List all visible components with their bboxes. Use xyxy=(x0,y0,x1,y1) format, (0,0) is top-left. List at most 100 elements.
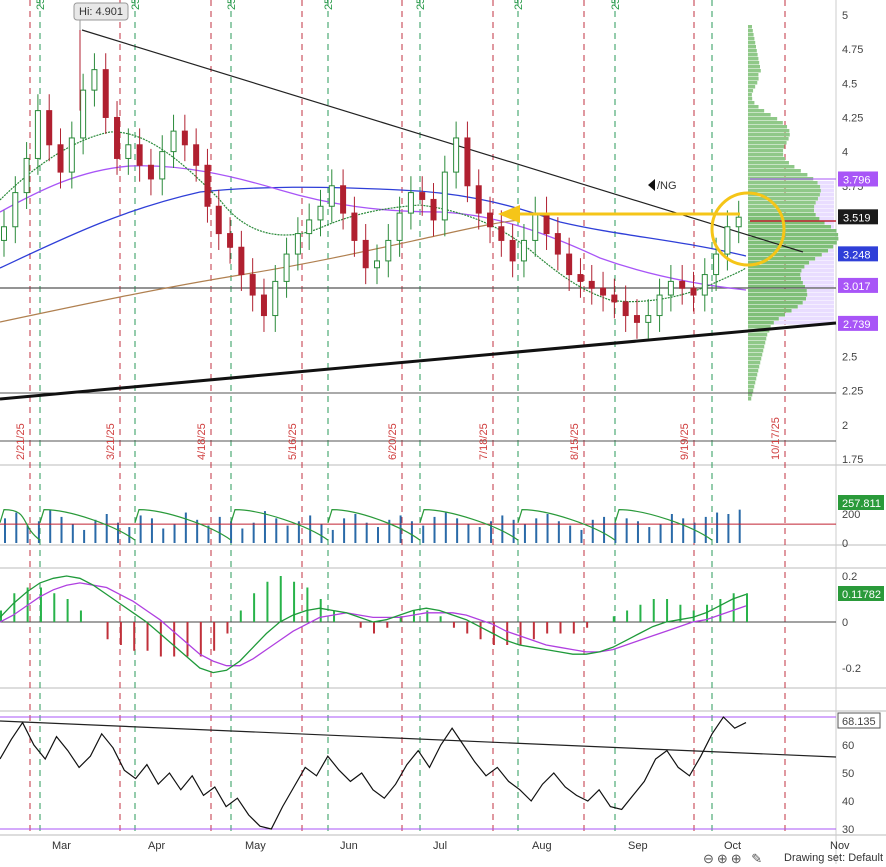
candle-body xyxy=(679,280,686,289)
volume-bar xyxy=(704,516,707,543)
price-tick: 2 xyxy=(842,420,848,432)
red-date-label: 5/16/25 xyxy=(287,423,299,460)
profile-bar xyxy=(748,353,763,357)
candle-body xyxy=(419,192,426,200)
profile-bar xyxy=(748,277,802,281)
macd-hist-bar xyxy=(386,622,389,628)
zoom-controls-icon[interactable]: ⊖⊕⊕ ✎ xyxy=(703,851,766,866)
profile-bar xyxy=(748,73,759,77)
candle-body xyxy=(407,192,414,214)
red-date-label: 4/18/25 xyxy=(196,423,208,460)
value-area-fill xyxy=(819,193,834,197)
month-label: Mar xyxy=(52,840,71,852)
candle-body xyxy=(701,274,708,296)
profile-bar xyxy=(748,273,801,277)
profile-bar xyxy=(748,285,806,289)
candle-body xyxy=(475,185,482,214)
macd-hist-bar xyxy=(279,576,282,622)
rsi-badge: 68.135 xyxy=(842,716,876,728)
profile-bar xyxy=(748,29,753,33)
volume-bar xyxy=(738,509,741,543)
profile-bar xyxy=(748,341,766,345)
macd-hist-bar xyxy=(53,593,56,622)
volume-bar xyxy=(603,516,606,543)
candle-body xyxy=(633,315,640,323)
profile-bar xyxy=(748,81,758,85)
price-badge-bg xyxy=(838,171,878,187)
profile-bar xyxy=(748,289,807,293)
macd-tick: 0.2 xyxy=(842,571,857,583)
red-date-label: 10/17/25 xyxy=(770,417,782,460)
candle-body xyxy=(667,280,674,296)
value-area-fill xyxy=(815,201,834,205)
macd-hist-bar xyxy=(106,622,109,640)
value-area-fill xyxy=(821,253,834,257)
symbol-label: /NG xyxy=(648,179,677,192)
profile-bar xyxy=(748,313,786,317)
macd-hist-bar xyxy=(293,581,296,622)
volume-bar xyxy=(71,524,74,543)
volume-bar xyxy=(196,519,199,543)
candle-body xyxy=(656,294,663,317)
drawing-set-label[interactable]: Drawing set: Default xyxy=(784,852,884,864)
volume-bar xyxy=(343,518,346,543)
macd-hist-bar xyxy=(253,593,256,622)
month-label: Jul xyxy=(433,840,447,852)
profile-bar xyxy=(748,229,837,233)
candle-body xyxy=(509,239,516,262)
month-label: May xyxy=(245,840,266,852)
profile-bar xyxy=(748,389,754,393)
profile-bar xyxy=(748,129,790,133)
volume-bar xyxy=(625,518,628,543)
volume-bar xyxy=(4,518,6,543)
green-date-label: 25 xyxy=(130,0,142,10)
candle-body xyxy=(181,130,188,146)
profile-bar xyxy=(748,257,816,261)
macd-hist-bar xyxy=(439,616,442,622)
red-date-label: 7/18/25 xyxy=(478,423,490,460)
profile-bar xyxy=(748,265,805,269)
candle-body xyxy=(249,274,256,296)
candle-body xyxy=(227,233,234,248)
volume-bar xyxy=(184,512,187,543)
price-badge: 3.796 xyxy=(843,174,871,186)
profile-bar xyxy=(748,141,787,145)
profile-bar xyxy=(748,133,790,137)
macd-hist-bar xyxy=(426,610,429,622)
volume-bar xyxy=(354,514,357,543)
candle-body xyxy=(204,164,211,207)
macd-hist-bar xyxy=(452,622,455,628)
macd-hist-bar xyxy=(479,622,482,640)
price-tick: 4.25 xyxy=(842,112,863,124)
profile-bar xyxy=(748,57,759,61)
macd-hist-bar xyxy=(333,610,336,622)
ma-green xyxy=(0,131,747,303)
value-area-fill xyxy=(800,273,834,277)
macd-hist-bar xyxy=(532,622,535,640)
profile-bar xyxy=(748,381,756,385)
green-date-label: 25 xyxy=(415,0,427,10)
macd-hist-bar xyxy=(66,599,69,622)
candle-body xyxy=(340,185,347,214)
volume-bar xyxy=(286,525,289,543)
candle-body xyxy=(690,287,697,296)
candle-body xyxy=(453,137,460,173)
candle-body xyxy=(724,226,731,255)
value-area-fill xyxy=(833,245,834,249)
macd-hist-bar xyxy=(373,622,375,634)
macd-tick: -0.2 xyxy=(842,663,861,675)
candle-body xyxy=(622,301,629,317)
rsi-tick: 50 xyxy=(842,768,854,780)
profile-bar xyxy=(748,113,771,117)
profile-bar xyxy=(748,249,829,253)
value-area-fill xyxy=(801,277,834,281)
volume-bar xyxy=(128,527,131,543)
price-badge: 3.248 xyxy=(843,249,871,261)
volume-tick: 0 xyxy=(842,538,848,550)
candle-body xyxy=(57,144,64,173)
macd-hist-bar xyxy=(732,593,735,622)
volume-bar xyxy=(150,518,153,543)
macd-hist-bar xyxy=(746,593,748,622)
